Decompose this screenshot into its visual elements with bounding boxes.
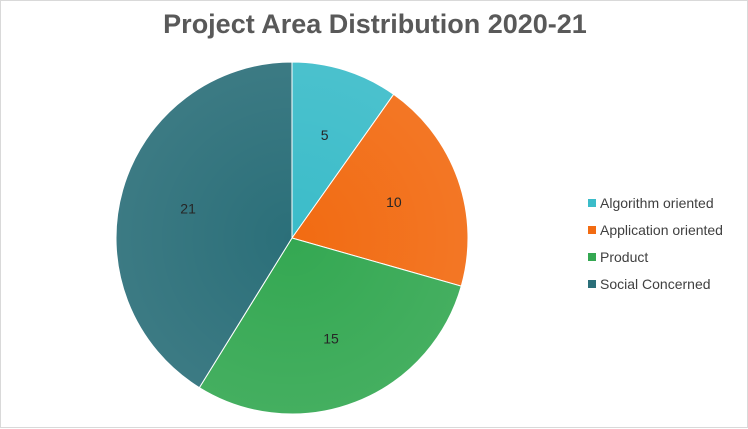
legend-label: Product [600, 248, 649, 265]
legend-swatch [588, 252, 596, 261]
legend-label: Social Concerned [600, 275, 711, 292]
legend-item-application-oriented: Application oriented [588, 216, 723, 243]
legend-label: Algorithm oriented [600, 194, 714, 211]
legend-item-algorithm-oriented: Algorithm oriented [588, 189, 723, 216]
legend-swatch [588, 198, 596, 207]
data-label-social-concerned: 21 [180, 200, 196, 216]
legend-item-social-concerned: Social Concerned [588, 270, 723, 297]
legend-item-product: Product [588, 243, 723, 270]
legend-label: Application oriented [600, 221, 723, 238]
data-label-algorithm-oriented: 5 [321, 127, 329, 143]
data-label-application-oriented: 10 [386, 194, 402, 210]
legend: Algorithm oriented Application oriented … [588, 189, 723, 297]
data-label-product: 15 [323, 331, 339, 347]
chart-title: Project Area Distribution 2020-21 [163, 9, 587, 39]
pie-sheen [116, 62, 468, 414]
legend-swatch [588, 279, 596, 288]
legend-swatch [588, 225, 596, 234]
